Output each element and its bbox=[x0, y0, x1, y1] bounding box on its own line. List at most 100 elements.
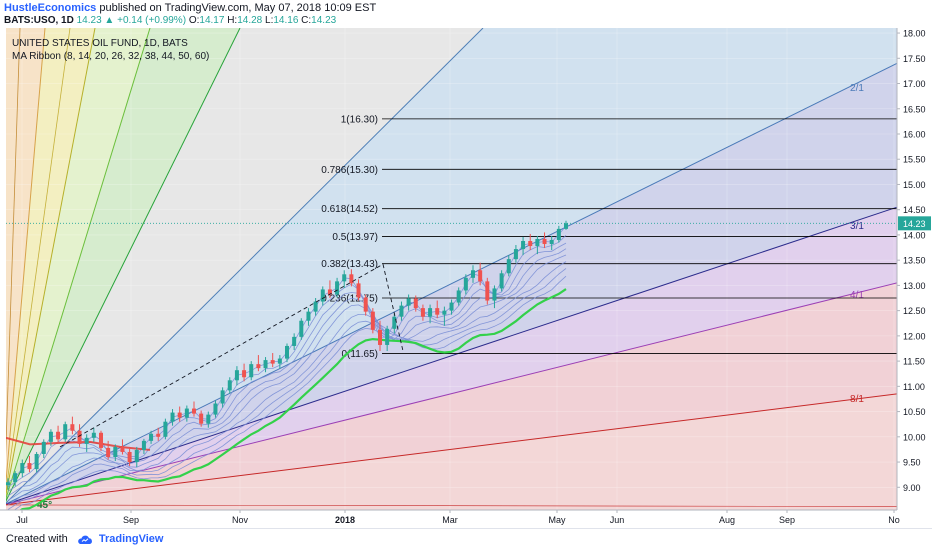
candle-body bbox=[513, 249, 518, 260]
candle-body bbox=[449, 302, 454, 311]
candle-body bbox=[256, 364, 261, 369]
candle-body bbox=[492, 288, 497, 301]
last-price-tag-label: 14.23 bbox=[903, 219, 926, 229]
candle-body bbox=[106, 447, 111, 458]
candle-body bbox=[199, 413, 204, 424]
gann-fan-ray bbox=[6, 28, 46, 488]
candle-body bbox=[521, 240, 526, 250]
dashed-trendline bbox=[382, 264, 404, 352]
footer-bar: Created with TradingView bbox=[0, 528, 932, 550]
time-axis[interactable] bbox=[0, 510, 932, 528]
candle-body bbox=[34, 453, 39, 470]
candle-body bbox=[292, 336, 297, 346]
candle-body bbox=[285, 345, 289, 359]
gann-fan-ray bbox=[6, 504, 897, 507]
chart-frame[interactable]: 2/1 3/1 4/1 8/1 45° 0(11.65) 0.236(12.75) 0.38… bbox=[0, 28, 932, 528]
fib-level-label: 0.382(13.43) bbox=[321, 259, 378, 270]
author-link[interactable]: HustleEconomics bbox=[4, 2, 97, 14]
candle-body bbox=[349, 274, 354, 284]
candle-body bbox=[213, 403, 218, 415]
price-axis-label: 16.00 bbox=[903, 129, 926, 139]
legend-indicator: MA Ribbon (8, 14, 20, 26, 32, 38, 44, 50… bbox=[12, 51, 209, 62]
candle-body bbox=[6, 482, 10, 486]
candle-body bbox=[413, 298, 418, 309]
price-axis[interactable] bbox=[897, 28, 932, 528]
ohlc-line: BATS:USO, 1D 14.23 ▲ +0.14 (+0.99%) O:14… bbox=[4, 15, 336, 26]
candle-body bbox=[342, 274, 347, 282]
fib-level-label: 1(16.30) bbox=[341, 114, 378, 125]
ma-ribbon-line bbox=[7, 254, 567, 501]
candle-body bbox=[163, 421, 168, 437]
legend-title: UNITED STATES OIL FUND, 1D, BATS bbox=[12, 38, 188, 49]
time-axis-label: Mar bbox=[442, 515, 458, 525]
candle-body bbox=[485, 281, 490, 301]
candle-body bbox=[120, 446, 125, 452]
ma-ribbon-line bbox=[7, 268, 567, 510]
candle-body bbox=[363, 297, 368, 312]
candle-body bbox=[435, 308, 440, 315]
candle-body bbox=[528, 240, 533, 247]
price-axis-label: 15.50 bbox=[903, 155, 926, 165]
price-axis-label: 12.50 bbox=[903, 306, 926, 316]
candle-body bbox=[206, 414, 211, 424]
gann-fan-label: 8/1 bbox=[850, 394, 864, 405]
close-label: C: bbox=[301, 15, 312, 26]
gann-fan-ray bbox=[6, 28, 151, 501]
publish-line: HustleEconomics published on TradingView… bbox=[4, 2, 376, 14]
last-price: 14.23 bbox=[76, 15, 102, 26]
candle-body bbox=[77, 430, 82, 444]
candle-body bbox=[91, 432, 96, 438]
open-value: 14.17 bbox=[199, 15, 225, 26]
price-change: ▲ +0.14 (+0.99%) bbox=[104, 15, 187, 26]
time-axis-label: Nov bbox=[232, 515, 249, 525]
time-axis-label: Aug bbox=[719, 515, 735, 525]
candle-body bbox=[242, 370, 247, 378]
gann-fan-label: 3/1 bbox=[850, 221, 864, 232]
candle-body bbox=[27, 463, 32, 470]
candle-body bbox=[113, 446, 118, 458]
time-axis-label: Sep bbox=[123, 515, 139, 525]
high-label: H: bbox=[227, 15, 238, 26]
price-axis-label: 10.50 bbox=[903, 407, 926, 417]
candle-body bbox=[299, 320, 304, 337]
candle-body bbox=[378, 329, 382, 345]
candle-body bbox=[156, 433, 161, 437]
candle-body bbox=[277, 358, 282, 364]
price-axis-label: 18.00 bbox=[903, 29, 926, 39]
price-chart[interactable]: 2/13/14/18/145° 0(11.65)0.236(12.75)0.38… bbox=[0, 28, 932, 528]
candle-body bbox=[263, 360, 268, 369]
candle-body bbox=[420, 308, 425, 317]
gann-fan-ray bbox=[6, 62, 897, 505]
ma-ribbon-slow-line bbox=[19, 288, 567, 510]
open-label: O: bbox=[188, 15, 200, 26]
price-axis-label: 11.50 bbox=[903, 357, 925, 367]
time-axis-label: Jul bbox=[16, 515, 28, 525]
gann-fan-label: 2/1 bbox=[850, 83, 864, 94]
tradingview-brand[interactable]: TradingView bbox=[98, 533, 164, 545]
candle-body bbox=[392, 316, 397, 329]
candle-body bbox=[56, 431, 61, 440]
candle-body bbox=[370, 311, 375, 330]
gann-fan-ray bbox=[6, 28, 241, 503]
time-axis-label: 2018 bbox=[335, 515, 355, 525]
candle-body bbox=[41, 441, 46, 454]
published-text: published on TradingView.com, May 07, 20… bbox=[99, 2, 377, 14]
candle-body bbox=[70, 424, 75, 431]
candle-body bbox=[270, 360, 275, 364]
gann-fan-ray bbox=[6, 28, 71, 494]
candle-body bbox=[170, 412, 175, 422]
chart-header: HustleEconomics published on TradingView… bbox=[0, 0, 932, 28]
candle-body bbox=[149, 433, 154, 441]
candle-body bbox=[13, 473, 18, 483]
gann-fan-ray bbox=[6, 28, 96, 498]
price-axis-label: 11.00 bbox=[903, 382, 925, 392]
candle-body bbox=[499, 273, 504, 289]
candle-body bbox=[220, 390, 225, 404]
price-axis-label: 13.50 bbox=[903, 256, 926, 266]
fib-level-label: 0.618(14.52) bbox=[321, 204, 378, 215]
price-axis-label: 17.00 bbox=[903, 79, 926, 89]
time-axis-label: Jun bbox=[610, 515, 625, 525]
fan-fill-region bbox=[6, 393, 897, 510]
candle-body bbox=[542, 238, 547, 245]
price-axis-label: 9.00 bbox=[903, 483, 921, 493]
